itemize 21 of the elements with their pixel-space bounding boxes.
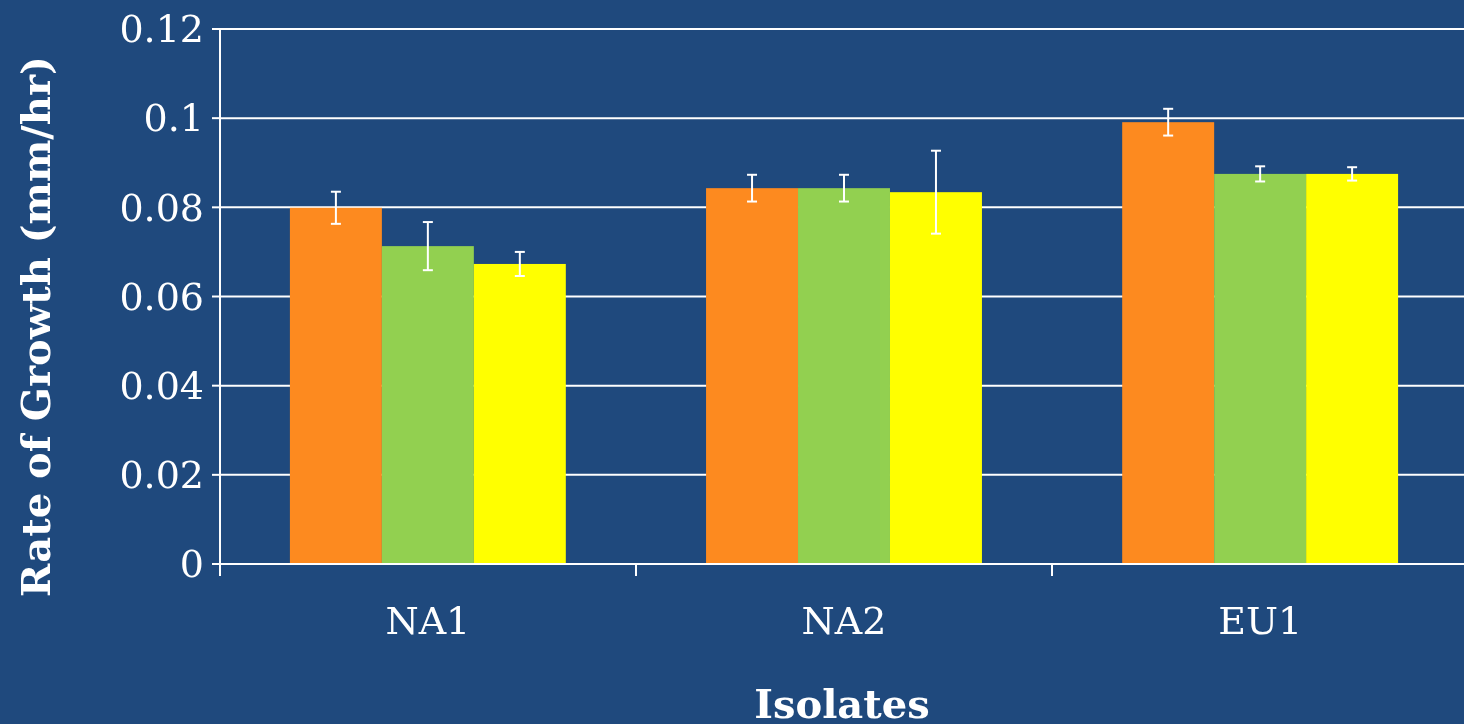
y-tick-label: 0.1	[143, 96, 204, 141]
y-tick-label: 0.06	[119, 274, 204, 319]
bar	[381, 246, 474, 564]
bar	[1214, 173, 1307, 564]
bar	[889, 192, 982, 564]
bar	[706, 188, 799, 564]
y-tick-label: 0.04	[119, 363, 204, 408]
y-tick-label: 0.02	[119, 453, 204, 498]
y-tick-label: 0.08	[119, 185, 204, 230]
bar	[1122, 122, 1215, 564]
bar	[798, 188, 890, 564]
x-tick-label: NA1	[385, 599, 471, 643]
bar	[1306, 173, 1399, 564]
bar	[289, 207, 382, 564]
y-tick-label: 0	[179, 542, 204, 587]
y-tick-label: 0.12	[119, 7, 204, 52]
y-axis-title: Rate of Growth (mm/hr)	[12, 56, 59, 597]
x-tick-label: EU1	[1218, 599, 1303, 643]
bar	[473, 263, 566, 564]
x-tick-label: NA2	[801, 599, 887, 643]
x-axis-title: Isolates	[754, 680, 930, 724]
